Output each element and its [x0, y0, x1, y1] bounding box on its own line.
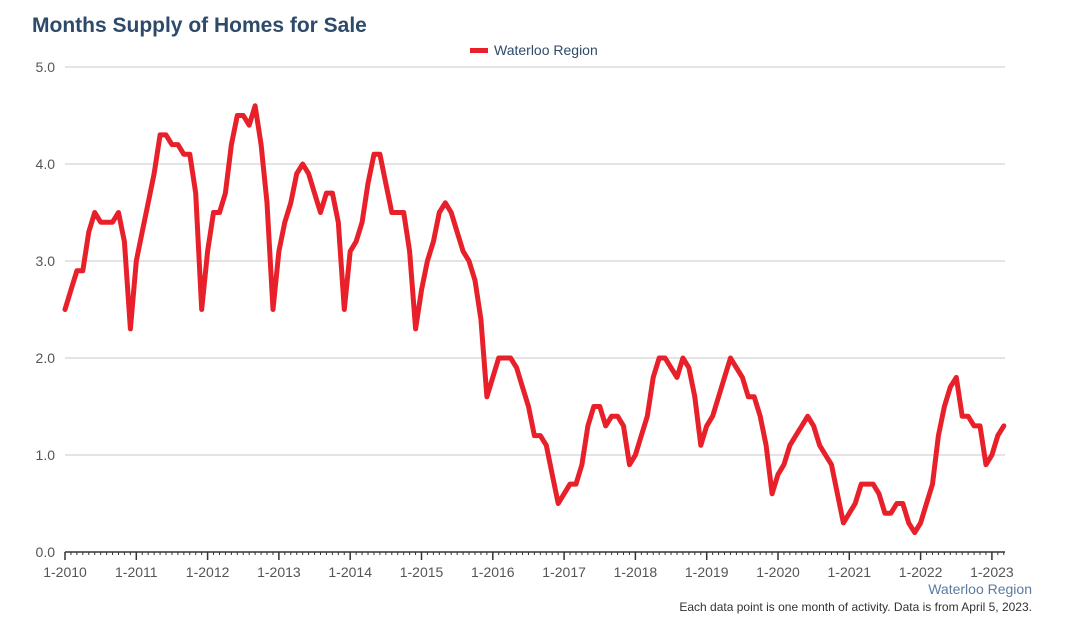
x-tick-label: 1-2017 — [542, 564, 586, 580]
x-tick-label: 1-2015 — [400, 564, 444, 580]
y-tick-label: 3.0 — [36, 253, 56, 269]
y-tick-label: 2.0 — [36, 350, 56, 366]
y-axis: 0.0 1.0 2.0 3.0 4.0 5.0 — [36, 59, 56, 560]
y-tick-label: 4.0 — [36, 156, 56, 172]
x-tick-label: 1-2012 — [186, 564, 230, 580]
x-tick-label: 1-2021 — [828, 564, 872, 580]
source-label: Waterloo Region — [928, 581, 1032, 597]
y-tick-label: 0.0 — [36, 544, 56, 560]
x-tick-label: 1-2016 — [471, 564, 515, 580]
x-tick-label: 1-2018 — [614, 564, 658, 580]
x-tick-label: 1-2014 — [328, 564, 372, 580]
series-line-0 — [62, 103, 1007, 536]
footnote: Each data point is one month of activity… — [679, 600, 1032, 614]
x-tick-label: 1-2011 — [115, 564, 158, 580]
x-tick-label: 1-2023 — [970, 564, 1014, 580]
legend-swatch — [470, 47, 488, 53]
chart-title: Months Supply of Homes for Sale — [32, 14, 367, 37]
x-tick-label: 1-2020 — [756, 564, 800, 580]
x-tick-label: 1-2010 — [43, 564, 87, 580]
plot-area — [62, 103, 1007, 536]
x-axis: 1-2010 1-2011 1-2012 1-2013 1-2014 1-2015 1-20… — [43, 552, 1014, 580]
gridlines — [65, 66, 1005, 553]
legend[interactable]: Waterloo Region — [470, 42, 598, 58]
legend-label: Waterloo Region — [494, 42, 598, 58]
x-tick-label: 1-2022 — [899, 564, 943, 580]
x-tick-label: 1-2013 — [257, 564, 301, 580]
y-tick-label: 5.0 — [36, 59, 56, 75]
x-tick-label: 1-2019 — [685, 564, 729, 580]
y-tick-label: 1.0 — [36, 447, 56, 463]
